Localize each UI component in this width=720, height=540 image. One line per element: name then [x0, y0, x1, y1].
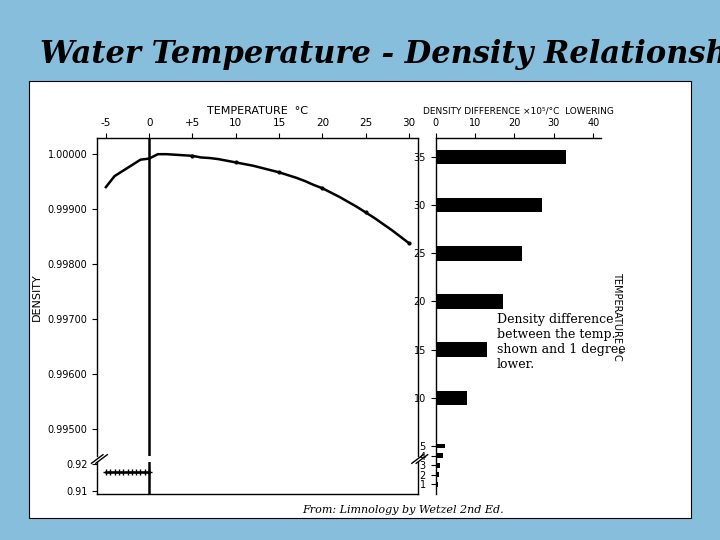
Y-axis label: DENSITY: DENSITY [32, 273, 42, 321]
Bar [436, 482, 438, 487]
Bar [436, 463, 441, 468]
Bar [436, 453, 444, 458]
Bar [436, 246, 522, 260]
Text: From: Limnology by Wetzel 2nd Ed.: From: Limnology by Wetzel 2nd Ed. [302, 505, 504, 515]
Bar [436, 390, 467, 405]
Text: Water Temperature - Density Relationship: Water Temperature - Density Relationship [40, 38, 720, 70]
Bar [436, 342, 487, 357]
Bar [436, 198, 542, 212]
Bar [436, 150, 566, 164]
Text: Density difference
between the temp.
shown and 1 degree
lower.: Density difference between the temp. sho… [497, 313, 626, 371]
Bar [436, 294, 503, 309]
Bar [436, 472, 438, 477]
X-axis label: DENSITY DIFFERENCE ×10⁵/°C  LOWERING: DENSITY DIFFERENCE ×10⁵/°C LOWERING [423, 107, 614, 116]
Y-axis label: TEMPERATURE  °C: TEMPERATURE °C [612, 272, 622, 360]
Bar [436, 443, 446, 448]
X-axis label: TEMPERATURE  °C: TEMPERATURE °C [207, 106, 308, 116]
